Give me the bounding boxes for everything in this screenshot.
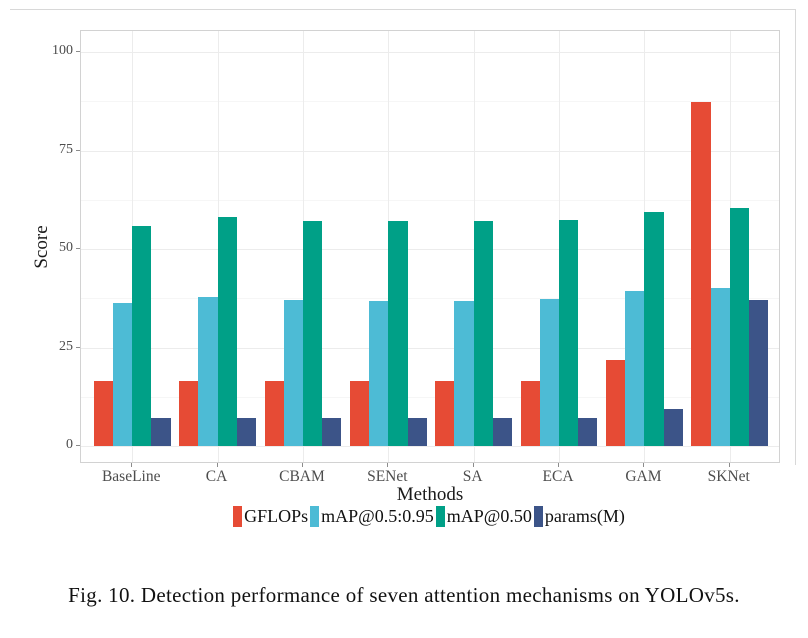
legend-item: mAP@0.50 [435, 506, 532, 527]
y-tick-label: 25 [59, 338, 73, 354]
bar [663, 408, 683, 446]
gridline-minor [81, 396, 779, 398]
legend: GFLOPs mAP@0.5:0.95 mAP@0.50 params(M) [80, 506, 780, 527]
bar [369, 300, 389, 446]
x-tick-label: CBAM [279, 468, 325, 485]
x-tickmark [472, 463, 474, 467]
x-tick-label: GAM [625, 468, 662, 485]
bar [644, 211, 664, 446]
bar [625, 291, 645, 446]
x-tickmark [728, 463, 730, 467]
figure-caption: Fig. 10. Detection performance of seven … [68, 583, 740, 607]
gridline-major [81, 249, 779, 250]
bar [454, 300, 474, 446]
bar [283, 300, 303, 446]
x-tickmark [387, 463, 389, 467]
x-axis-title: Methods [396, 484, 464, 505]
x-tick-label: BaseLine [101, 468, 161, 485]
legend-label: GFLOPs [244, 506, 309, 526]
legend-item: mAP@0.5:0.95 [310, 506, 434, 527]
legend-item: GFLOPs [233, 506, 308, 527]
legend-swatch [233, 506, 243, 527]
y-tickmark [76, 248, 80, 249]
x-tick-label: SENet [367, 468, 408, 485]
gridline-major [81, 446, 779, 447]
bar [435, 380, 455, 446]
y-tickmark [76, 346, 80, 348]
bar [151, 418, 171, 446]
legend-item: params(M) [533, 506, 625, 527]
bar [217, 217, 237, 446]
bar [748, 300, 769, 446]
legend-label: mAP@0.5:0.95 [321, 506, 434, 526]
bar [710, 288, 730, 446]
bar [93, 380, 113, 446]
x-tickmark [643, 463, 645, 467]
y-tickmark [76, 445, 80, 446]
y-tick-label: 100 [52, 43, 73, 58]
x-tick-label: CA [205, 468, 228, 485]
x-tick-label: SA [462, 468, 483, 485]
bar [349, 380, 370, 446]
bar [606, 360, 626, 446]
gridline-major [81, 52, 779, 53]
bar [492, 418, 513, 446]
x-tickmark [558, 463, 560, 467]
gridline-major [81, 150, 779, 152]
figure-border-right [795, 9, 796, 465]
figure-border-top [10, 9, 796, 10]
legend-swatch [310, 506, 320, 527]
bar [473, 221, 493, 446]
legend-label: mAP@0.50 [446, 506, 532, 526]
gridline-major [81, 347, 779, 349]
x-tickmark [131, 463, 133, 467]
bar [407, 418, 427, 446]
y-tick-label: 50 [59, 240, 73, 255]
bar [520, 380, 540, 446]
gridline-minor [81, 101, 779, 103]
bar [302, 220, 323, 446]
gridline-minor [81, 199, 779, 201]
bar [578, 418, 598, 446]
y-tickmark [76, 149, 80, 151]
bar [198, 297, 218, 446]
y-tickmark [76, 51, 80, 52]
bar [236, 418, 256, 446]
x-tick-label: SKNet [707, 468, 750, 485]
y-tick-label: 0 [66, 437, 73, 452]
y-tick-label: 75 [59, 141, 73, 157]
legend-swatch [435, 506, 445, 527]
bar [729, 208, 749, 446]
bar [539, 299, 560, 446]
x-tickmark [216, 463, 218, 467]
gridline-minor [81, 298, 779, 300]
bar [691, 102, 711, 446]
plot-panel [80, 30, 780, 463]
bar [132, 225, 152, 446]
legend-label: params(M) [544, 506, 625, 526]
legend-swatch [533, 506, 543, 527]
x-tickmark [301, 463, 303, 467]
x-tick-label: ECA [542, 468, 574, 485]
bar [113, 303, 133, 446]
chart-figure: Score 0 25 50 75 100 BaseLine CA CBAM SENet SA EC… [10, 9, 796, 527]
bar [322, 418, 342, 446]
bar [179, 380, 199, 446]
bar [388, 221, 408, 446]
bar [264, 380, 284, 446]
bar [559, 219, 579, 446]
